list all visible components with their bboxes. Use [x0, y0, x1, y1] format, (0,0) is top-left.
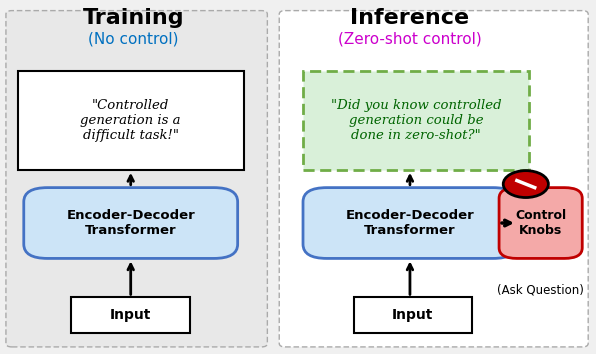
Text: Training: Training [83, 8, 185, 28]
Text: Encoder-Decoder
Transformer: Encoder-Decoder Transformer [346, 209, 474, 237]
Text: "Did you know controlled
generation could be
done in zero-shot?": "Did you know controlled generation coul… [331, 99, 501, 142]
Text: "Controlled
generation is a
difficult task!": "Controlled generation is a difficult ta… [80, 99, 181, 142]
Text: Input: Input [392, 308, 434, 322]
Circle shape [503, 171, 548, 198]
Text: (No control): (No control) [88, 31, 179, 46]
Text: Inference: Inference [350, 8, 470, 28]
FancyBboxPatch shape [303, 188, 517, 258]
Text: (Ask Question): (Ask Question) [497, 283, 584, 296]
FancyBboxPatch shape [18, 71, 244, 170]
FancyBboxPatch shape [303, 71, 529, 170]
FancyBboxPatch shape [24, 188, 238, 258]
FancyBboxPatch shape [499, 188, 582, 258]
FancyBboxPatch shape [280, 11, 588, 347]
Text: (Zero-shot control): (Zero-shot control) [338, 31, 482, 46]
Text: Encoder-Decoder
Transformer: Encoder-Decoder Transformer [66, 209, 195, 237]
Text: Control
Knobs: Control Knobs [515, 209, 566, 237]
FancyBboxPatch shape [353, 297, 473, 333]
FancyBboxPatch shape [72, 297, 190, 333]
FancyBboxPatch shape [6, 11, 268, 347]
Text: Input: Input [110, 308, 151, 322]
